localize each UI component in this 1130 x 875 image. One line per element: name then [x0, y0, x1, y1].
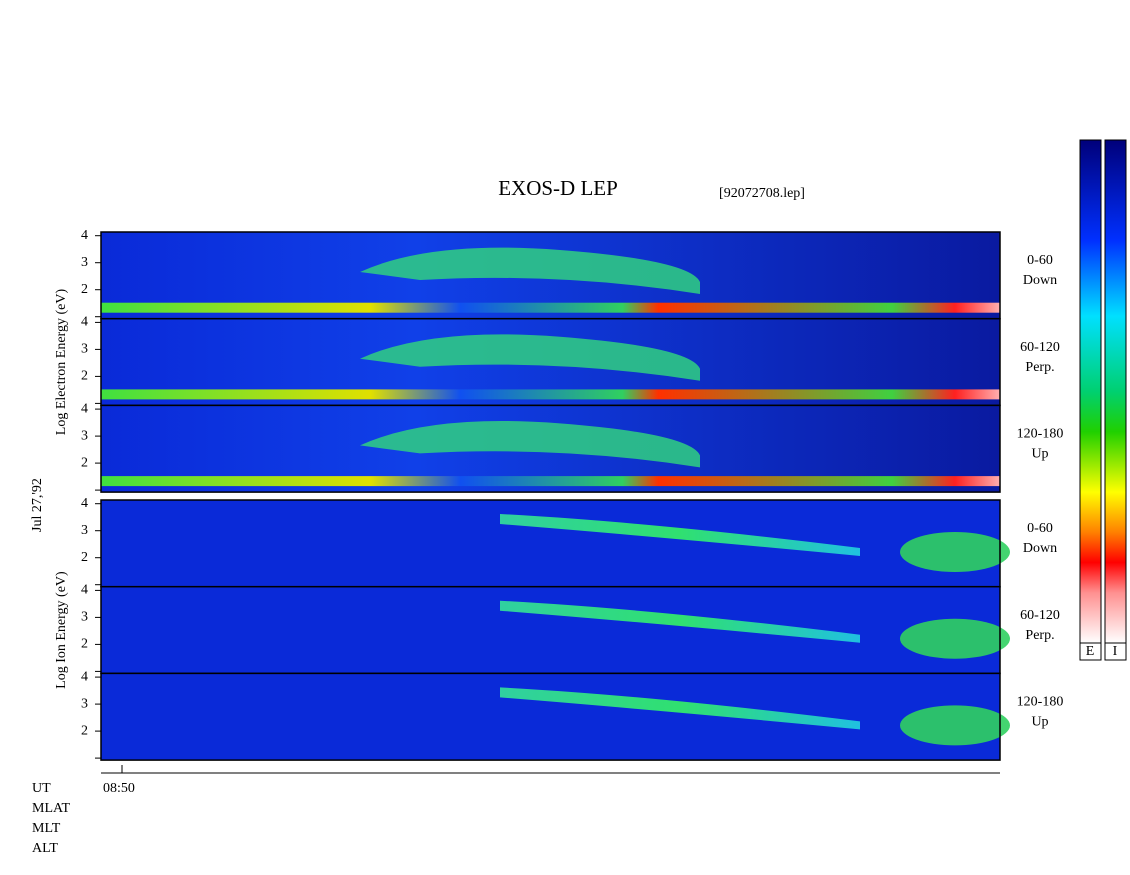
tick-label: 4: [81, 496, 88, 511]
spectrogram-background: [101, 673, 1000, 761]
spectrogram-feature: [900, 532, 1010, 572]
tick-label: 2: [81, 369, 88, 384]
tick-label: 2: [81, 723, 88, 738]
panel-range: 120-180: [1017, 427, 1064, 442]
colorbar: [1079, 139, 1102, 644]
time-row-label: ALT: [32, 841, 58, 856]
spectrogram-feature: [360, 247, 700, 294]
title: EXOS-D LEP: [498, 176, 618, 200]
colorbar-label-box: [1079, 642, 1102, 661]
tick-label: 3: [81, 523, 88, 538]
tick-label: 3: [81, 610, 88, 625]
tick-label: 4: [81, 315, 88, 330]
tick-label: 3: [81, 255, 88, 270]
panel-direction: Perp.: [1025, 360, 1054, 375]
panel-range: 120-180: [1017, 695, 1064, 710]
colorbar: [1104, 139, 1127, 644]
panel-range: 60-120: [1020, 608, 1060, 623]
tick-label: 4: [81, 583, 88, 598]
colorbar-label-box: [1104, 642, 1127, 661]
tick-label: 2: [81, 282, 88, 297]
spectrogram-feature: [500, 687, 860, 730]
panel-direction: Up: [1031, 715, 1048, 730]
time-row-label: MLT: [32, 821, 61, 836]
spectrogram-feature: [101, 476, 1000, 487]
file-name: [92072708.lep]: [719, 186, 805, 201]
time-tick-label: 08:50: [103, 781, 135, 796]
spectrogram-feature: [360, 334, 700, 381]
panel-direction: Down: [1023, 541, 1057, 556]
tick-label: 2: [81, 455, 88, 470]
tick-label: 2: [81, 637, 88, 652]
panel-range: 60-120: [1020, 340, 1060, 355]
panel-frame: [100, 404, 1001, 493]
spectrogram-feature: [900, 618, 1010, 659]
spectrogram-feature: [500, 600, 860, 643]
tick-label: 3: [81, 696, 88, 711]
spectrogram-background: [101, 500, 1000, 587]
axis-label: Log Ion Energy (eV): [54, 571, 69, 689]
panel-range: 0-60: [1027, 253, 1053, 268]
time-row-label: MLAT: [32, 801, 71, 816]
spectrogram-feature: [101, 302, 1000, 313]
panel-range: 0-60: [1027, 521, 1053, 536]
panel-direction: Up: [1031, 447, 1048, 462]
time-row-label: UT: [32, 781, 51, 796]
tick-label: 3: [81, 342, 88, 357]
spectrogram-feature: [101, 389, 1000, 400]
spectrogram-feature: [360, 421, 700, 468]
colorbar-label: E: [1086, 644, 1095, 659]
panel-frame: [100, 672, 1001, 761]
tick-label: 4: [81, 228, 88, 243]
colorbar-label: I: [1113, 644, 1118, 659]
tick-label: 4: [81, 669, 88, 684]
tick-label: 2: [81, 550, 88, 565]
panel-direction: Perp.: [1025, 628, 1054, 643]
spectrogram-feature: [500, 514, 860, 556]
tick-label: 4: [81, 401, 88, 416]
tick-label: 3: [81, 428, 88, 443]
spectrogram-background: [101, 586, 1000, 674]
spectrogram-feature: [900, 705, 1010, 746]
panel-direction: Down: [1023, 273, 1057, 288]
date-label: Jul 27,'92: [30, 478, 45, 532]
axis-label: Log Electron Energy (eV): [54, 289, 69, 436]
